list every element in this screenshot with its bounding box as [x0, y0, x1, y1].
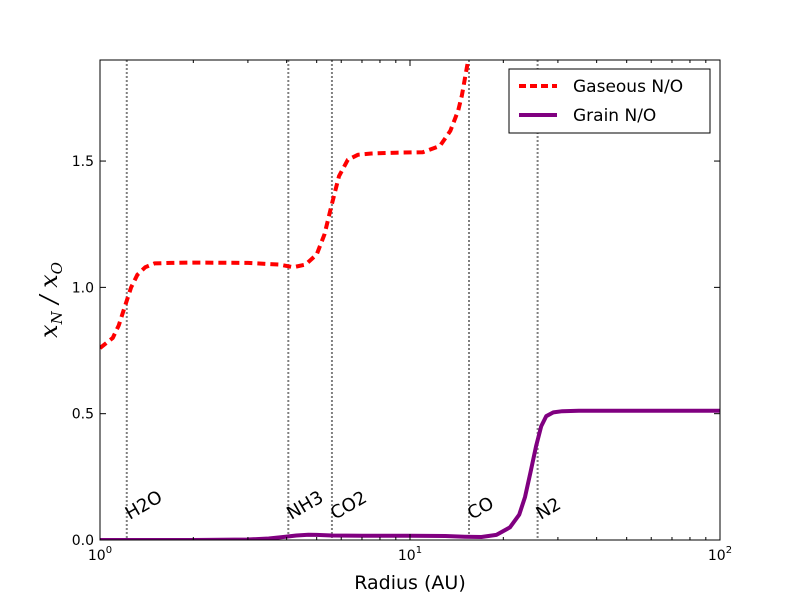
- tick-layer: 0.0 0.5 1.0 1.5 100 101 102: [72, 60, 732, 564]
- y-axis-label: xN / xO: [35, 262, 66, 338]
- y-tick-label: 1.5: [72, 154, 94, 170]
- snowline-layer: [125, 60, 539, 540]
- series-grain-no-line: [100, 408, 720, 540]
- series-gaseous-no-line: [100, 60, 471, 350]
- y-tick-label: 0.5: [72, 407, 94, 423]
- legend-label-grain: Grain N/O: [573, 106, 656, 126]
- y-axis-label-x2: x: [35, 274, 63, 288]
- legend-label-gaseous: Gaseous N/O: [573, 77, 683, 97]
- x-axis-label: Radius (AU): [354, 572, 465, 594]
- y-axis-label-sub-o: O: [48, 262, 66, 274]
- y-axis-label-slash: /: [35, 288, 63, 311]
- legend: Gaseous N/O Grain N/O: [508, 68, 711, 134]
- series-layer: [100, 60, 720, 540]
- x-tick-label: 101: [398, 545, 422, 564]
- y-axis-label-sub-n: N: [48, 310, 66, 325]
- legend-box: [508, 68, 711, 134]
- y-tick-label: 1.0: [72, 280, 94, 296]
- y-tick-label: 0.0: [72, 533, 94, 549]
- y-axis-label-x: x: [35, 324, 63, 338]
- x-tick-label: 100: [88, 545, 112, 564]
- x-tick-label: 102: [708, 545, 732, 564]
